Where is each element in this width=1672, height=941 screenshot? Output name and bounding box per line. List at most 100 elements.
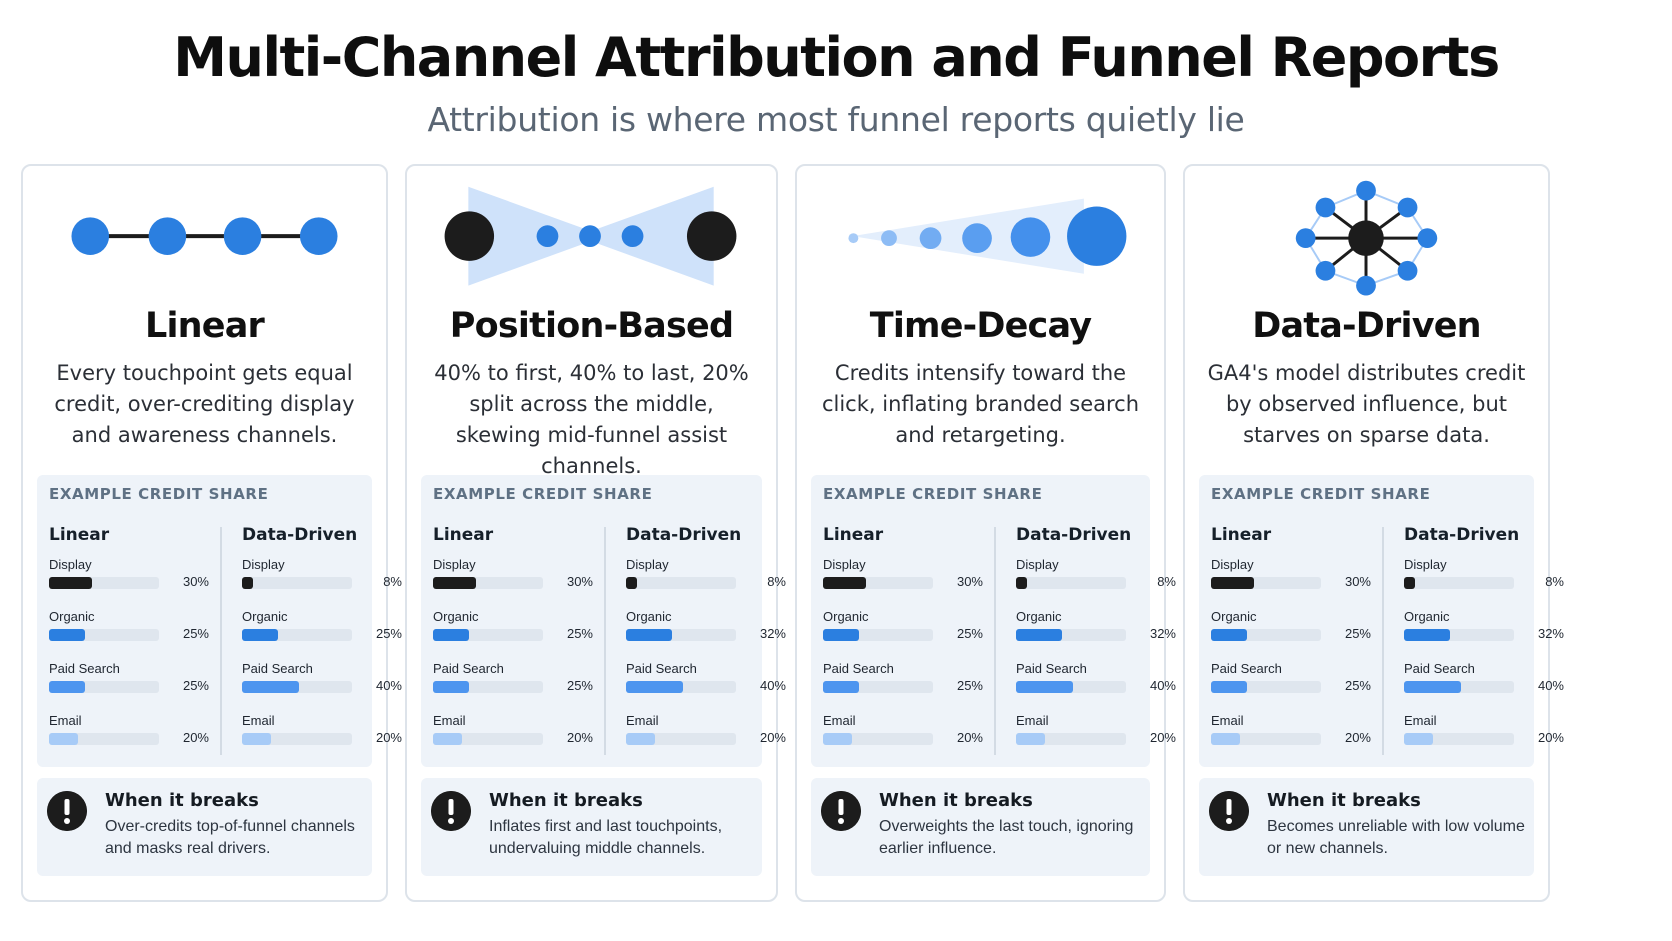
channel-name: Organic xyxy=(823,609,869,624)
channel-name: Email xyxy=(49,713,82,728)
when-it-breaks-panel: When it breaks Becomes unreliable with l… xyxy=(1199,778,1534,876)
bar-track xyxy=(1404,681,1514,693)
bar-row: Paid Search 40% xyxy=(242,653,402,705)
channel-name: Email xyxy=(1211,713,1244,728)
bar-track xyxy=(1404,629,1514,641)
bar-row: Organic 32% xyxy=(1016,601,1176,653)
bar-fill xyxy=(823,733,852,745)
credit-share-panel: EXAMPLE CREDIT SHARE Linear Display 30% O… xyxy=(811,475,1176,767)
column-divider xyxy=(994,527,996,755)
breaks-text: Becomes unreliable with low volume or ne… xyxy=(1267,818,1525,857)
bar-row: Display 8% xyxy=(1016,549,1176,601)
bar-fill xyxy=(49,577,92,589)
bar-fill xyxy=(823,577,866,589)
bar-track xyxy=(433,577,543,589)
channel-percent: 25% xyxy=(182,626,209,641)
bar-track xyxy=(823,629,933,641)
channel-name: Display xyxy=(1211,557,1254,572)
bar-row: Display 30% xyxy=(1211,549,1371,601)
card-description: Credits intensify toward the click, infl… xyxy=(821,361,1140,447)
bar-fill xyxy=(433,733,462,745)
bar-track xyxy=(1211,681,1321,693)
linear-chain-icon xyxy=(71,217,338,255)
channel-name: Organic xyxy=(1211,609,1257,624)
bar-fill xyxy=(242,577,253,589)
bar-row: Email 20% xyxy=(1016,705,1176,757)
breaks-text: Inflates first and last touchpoints, und… xyxy=(489,818,723,857)
bar-row: Display 30% xyxy=(49,549,209,601)
channel-name: Display xyxy=(823,557,866,572)
bar-track xyxy=(49,577,159,589)
bar-track xyxy=(1404,733,1514,745)
exclamation-icon xyxy=(1209,791,1249,831)
breaks-text: Over-credits top-of-funnel channels and … xyxy=(105,818,355,857)
bar-fill xyxy=(626,681,683,693)
channel-name: Email xyxy=(626,713,659,728)
bar-fill xyxy=(626,629,672,641)
channel-name: Organic xyxy=(1404,609,1450,624)
channel-name: Paid Search xyxy=(1404,661,1475,676)
channel-name: Display xyxy=(242,557,285,572)
credit-share-panel: EXAMPLE CREDIT SHARE Linear Display 30% O… xyxy=(1199,475,1564,767)
channel-percent: 20% xyxy=(182,730,209,745)
channel-percent: 8% xyxy=(1545,574,1564,589)
model-cards: Linear Every touchpoint gets equal credi… xyxy=(21,164,1653,902)
channel-name: Email xyxy=(1404,713,1437,728)
bar-fill xyxy=(1211,577,1254,589)
channel-percent: 40% xyxy=(375,678,402,693)
data-driven-column: Data-Driven Display 8% Organic 32% Paid Se… xyxy=(1404,525,1564,757)
bar-fill xyxy=(1016,629,1062,641)
channel-name: Email xyxy=(433,713,466,728)
channel-percent: 20% xyxy=(566,730,593,745)
exclamation-icon xyxy=(47,791,87,831)
bar-track xyxy=(823,681,933,693)
bar-track xyxy=(626,629,736,641)
channel-percent: 32% xyxy=(1149,626,1176,641)
channel-name: Display xyxy=(433,557,476,572)
breaks-text: Overweights the last touch, ignoring ear… xyxy=(879,818,1134,857)
credit-share-panel: EXAMPLE CREDIT SHARE Linear Display 30% O… xyxy=(421,475,786,767)
channel-percent: 8% xyxy=(767,574,786,589)
bar-track xyxy=(1211,733,1321,745)
bar-fill xyxy=(433,629,469,641)
bar-row: Display 30% xyxy=(433,549,593,601)
bar-row: Display 8% xyxy=(1404,549,1564,601)
bar-track xyxy=(242,681,352,693)
bar-fill xyxy=(1404,577,1415,589)
column-title: Linear xyxy=(823,525,884,545)
bar-fill xyxy=(1016,681,1073,693)
bar-track xyxy=(1211,629,1321,641)
channel-percent: 40% xyxy=(759,678,786,693)
channel-percent: 8% xyxy=(1157,574,1176,589)
channel-name: Paid Search xyxy=(626,661,697,676)
linear-column: Linear Display 30% Organic 25% Paid Search… xyxy=(433,525,593,757)
bar-track xyxy=(1016,629,1126,641)
when-it-breaks-panel: When it breaks Over-credits top-of-funne… xyxy=(37,778,372,876)
bar-track xyxy=(823,577,933,589)
bar-fill xyxy=(1016,733,1045,745)
credit-share-label: EXAMPLE CREDIT SHARE xyxy=(433,485,653,503)
channel-name: Organic xyxy=(1016,609,1062,624)
channel-name: Email xyxy=(823,713,856,728)
bar-row: Paid Search 40% xyxy=(1404,653,1564,705)
bar-row: Email 20% xyxy=(823,705,983,757)
data-driven-column: Data-Driven Display 8% Organic 32% Paid Se… xyxy=(1016,525,1176,757)
when-it-breaks-panel: When it breaks Overweights the last touc… xyxy=(811,778,1150,876)
channel-percent: 20% xyxy=(1344,730,1371,745)
column-title: Linear xyxy=(1211,525,1272,545)
column-divider xyxy=(1382,527,1384,755)
bar-fill xyxy=(1404,629,1450,641)
bar-fill xyxy=(1404,733,1433,745)
column-title: Linear xyxy=(49,525,110,545)
card-description: 40% to first, 40% to last, 20% split acr… xyxy=(434,361,749,478)
channel-percent: 40% xyxy=(1537,678,1564,693)
bar-fill xyxy=(1211,681,1247,693)
bar-row: Email 20% xyxy=(626,705,786,757)
channel-percent: 25% xyxy=(956,626,983,641)
channel-name: Display xyxy=(1404,557,1447,572)
bar-row: Email 20% xyxy=(433,705,593,757)
channel-percent: 32% xyxy=(1537,626,1564,641)
channel-name: Paid Search xyxy=(1016,661,1087,676)
bar-fill xyxy=(242,681,299,693)
bar-track xyxy=(433,629,543,641)
